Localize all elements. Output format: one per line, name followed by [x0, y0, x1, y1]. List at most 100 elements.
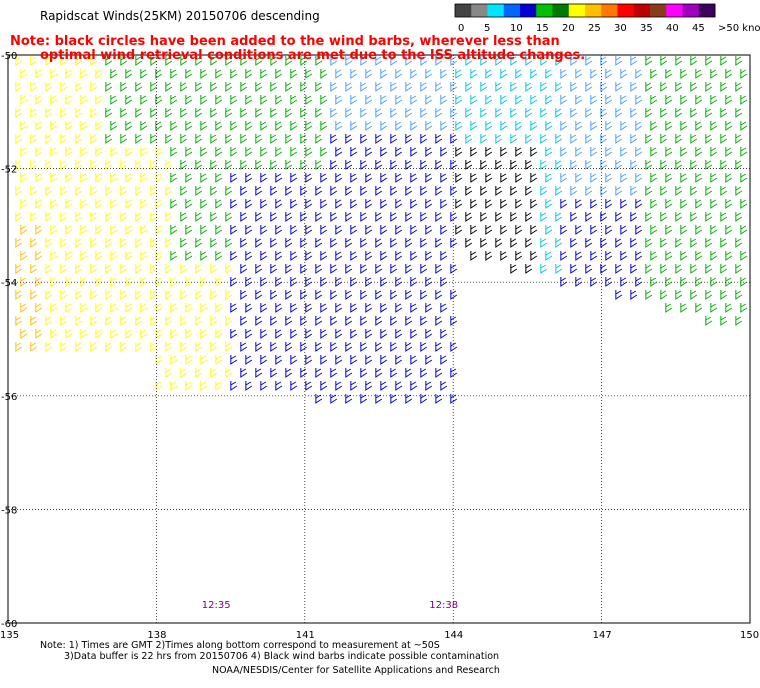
wind-barb — [510, 212, 518, 222]
wind-barb — [225, 238, 233, 248]
wind-barb — [515, 199, 523, 209]
legend-label: 30 — [614, 23, 627, 34]
wind-barb — [285, 134, 293, 144]
wind-barb — [450, 264, 458, 274]
wind-barb — [320, 121, 328, 131]
wind-barb — [90, 238, 98, 248]
wind-barb — [350, 225, 358, 235]
wind-barb — [140, 225, 148, 235]
wind-barb — [480, 212, 488, 222]
wind-barb — [675, 212, 683, 222]
wind-barb — [335, 277, 343, 287]
wind-barb — [435, 342, 443, 352]
wind-barb — [255, 134, 263, 144]
wind-barb — [180, 342, 188, 352]
wind-barb — [110, 121, 118, 131]
wind-barb — [105, 82, 113, 92]
wind-barb — [515, 121, 523, 131]
wind-barb — [645, 160, 653, 170]
legend-swatch — [585, 4, 602, 17]
wind-barb — [215, 355, 223, 365]
wind-barb — [675, 238, 683, 248]
wind-barb — [185, 251, 193, 261]
wind-barb — [365, 173, 373, 183]
wind-barb — [210, 186, 218, 196]
wind-barb — [630, 264, 638, 274]
wind-barb — [35, 277, 43, 287]
wind-barb — [80, 303, 88, 313]
wind-barb — [300, 160, 308, 170]
wind-barb — [650, 199, 658, 209]
wind-barb — [350, 121, 358, 131]
wind-barb — [165, 290, 173, 300]
wind-barb — [620, 277, 628, 287]
wind-barb — [390, 160, 398, 170]
wind-barb — [735, 212, 743, 222]
wind-barb — [290, 95, 298, 105]
wind-barb — [500, 251, 508, 261]
wind-barb — [255, 212, 263, 222]
wind-barb — [290, 225, 298, 235]
wind-barb — [110, 173, 118, 183]
wind-barb — [435, 238, 443, 248]
wind-barb — [425, 225, 433, 235]
wind-barb — [710, 95, 718, 105]
wind-barb — [375, 290, 383, 300]
wind-barb — [410, 381, 418, 391]
legend-label: 10 — [510, 23, 523, 34]
wind-barb — [540, 108, 548, 118]
wind-barb — [735, 108, 743, 118]
wind-barb — [275, 69, 283, 79]
wind-barb — [230, 225, 238, 235]
wind-barb — [50, 147, 58, 157]
wind-barb — [65, 329, 73, 339]
wind-barb — [555, 160, 563, 170]
wind-barb — [525, 134, 533, 144]
wind-barb — [290, 251, 298, 261]
wind-barb — [170, 381, 178, 391]
wind-barb — [420, 238, 428, 248]
legend-swatch — [487, 4, 505, 17]
wind-barb — [255, 290, 263, 300]
wind-barb — [30, 160, 38, 170]
wind-barb — [600, 264, 608, 274]
wind-barb — [95, 95, 103, 105]
wind-barb — [330, 134, 338, 144]
wind-barb — [200, 355, 208, 365]
wind-barb — [365, 329, 373, 339]
wind-barb — [15, 342, 23, 352]
wind-barb — [30, 56, 38, 66]
wind-barb — [350, 199, 358, 209]
wind-barb — [60, 316, 68, 326]
wind-barb — [470, 225, 478, 235]
wind-barb — [125, 199, 133, 209]
wind-barb — [465, 160, 473, 170]
legend-swatch — [633, 4, 651, 17]
wind-barb — [375, 394, 383, 404]
wind-barb — [525, 186, 533, 196]
wind-barb — [330, 368, 338, 378]
wind-barb — [405, 56, 413, 66]
wind-barb — [455, 199, 463, 209]
wind-barb — [120, 186, 128, 196]
wind-barb — [465, 238, 473, 248]
wind-barb — [245, 381, 253, 391]
lat-label: -52 — [1, 165, 17, 176]
wind-barb — [320, 381, 328, 391]
wind-barb — [350, 381, 358, 391]
wind-barb — [35, 199, 43, 209]
wind-barb — [420, 368, 428, 378]
wind-barb — [500, 225, 508, 235]
wind-barb — [735, 264, 743, 274]
wind-barb — [105, 342, 113, 352]
wind-barb — [450, 368, 458, 378]
wind-barb — [555, 264, 563, 274]
wind-barb — [720, 238, 728, 248]
wind-barb — [555, 238, 563, 248]
wind-barb — [90, 212, 98, 222]
time-label: 12:35 — [202, 600, 231, 611]
wind-barb — [410, 173, 418, 183]
wind-barb — [95, 173, 103, 183]
wind-barb — [185, 277, 193, 287]
wind-barb — [570, 56, 578, 66]
